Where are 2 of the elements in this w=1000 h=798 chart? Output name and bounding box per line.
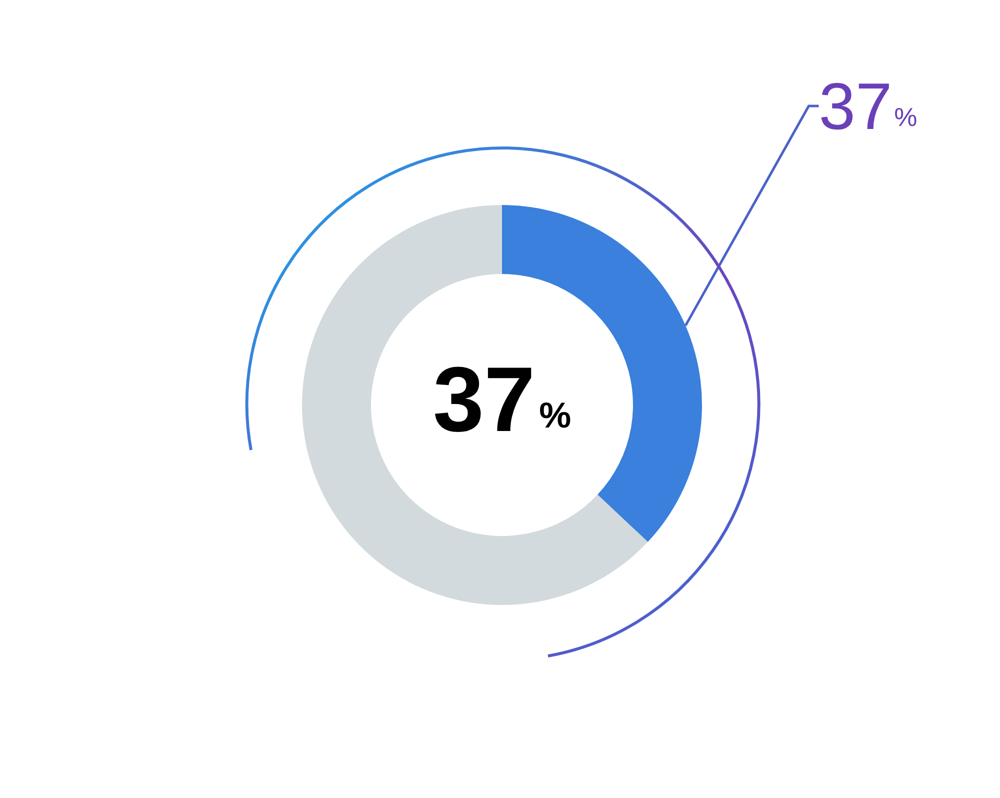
text: 37% [432, 349, 572, 451]
data-label: 37% [818, 69, 918, 143]
